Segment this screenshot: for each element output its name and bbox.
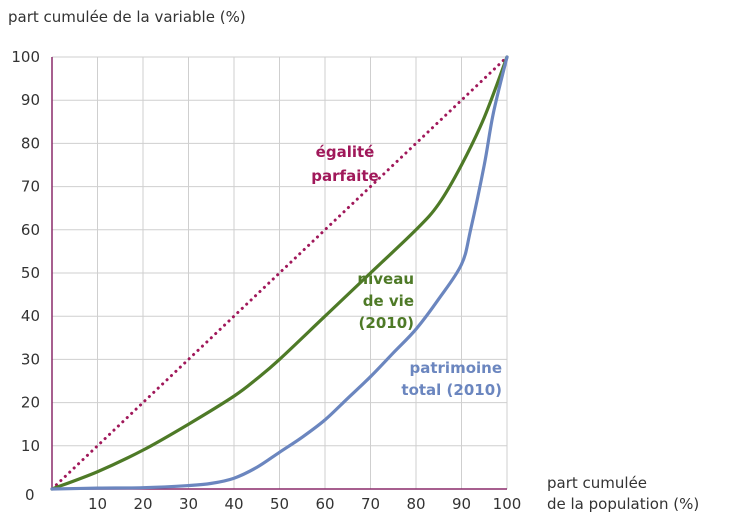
series-label-egalite-parfaite-line-2: parfaite [311,167,378,185]
series-lines [50,55,509,491]
y-tick-label-40: 40 [21,307,40,325]
x-axis-title-line-2: de la population (%) [547,495,699,513]
y-tick-label-20: 20 [21,394,40,412]
x-tick-label-100: 100 [493,495,522,513]
x-tick-label-60: 60 [315,495,334,513]
x-tick-label-70: 70 [361,495,380,513]
tick-labels: 10 20 30 40 50 60 70 80 90 100 10 20 30 40 50 60 70 80 90 1… [11,48,521,513]
y-tick-label-90: 90 [21,91,40,109]
series-label-egalite-parfaite-line-1: égalité [316,143,375,161]
y-tick-label-80: 80 [21,134,40,152]
y-tick-label-100: 100 [11,48,40,66]
x-tick-label-10: 10 [88,495,107,513]
x-tick-label-30: 30 [179,495,198,513]
series-line-patrimoine-total-2010 [50,55,509,491]
y-axis-title: part cumulée de la variable (%) [8,8,246,26]
series-label-niveau-de-vie-2010-line-1: niveau [357,270,414,288]
x-tick-label-80: 80 [406,495,425,513]
x-tick-label-40: 40 [224,495,243,513]
series-line-egalite-parfaite [50,55,509,491]
y-tick-label-50: 50 [21,264,40,282]
x-tick-label-20: 20 [133,495,152,513]
y-tick-label-70: 70 [21,178,40,196]
y-tick-label-10: 10 [21,437,40,455]
y-tick-label-30: 30 [21,350,40,368]
series-label-patrimoine-total-2010-line-1: patrimoine [410,359,503,377]
series-label-niveau-de-vie-2010-line-2: de vie [363,292,414,310]
y-tick-label-60: 60 [21,221,40,239]
origin-label: 0 [25,486,35,504]
grid [52,56,508,489]
x-axis-title-line-1: part cumulée [547,474,647,492]
series-annotations: égalité parfaite niveau de vie (2010) patrimo… [311,143,502,399]
series-label-niveau-de-vie-2010-line-3: (2010) [359,314,414,332]
series-label-patrimoine-total-2010-line-2: total (2010) [401,381,502,399]
x-tick-label-50: 50 [270,495,289,513]
x-tick-label-90: 90 [452,495,471,513]
series-line-niveau-de-vie-2010 [50,55,509,491]
